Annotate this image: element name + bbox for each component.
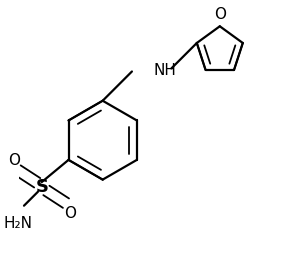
- Text: H₂N: H₂N: [3, 216, 32, 231]
- Text: O: O: [64, 206, 76, 221]
- Text: NH: NH: [154, 63, 177, 79]
- Text: O: O: [214, 8, 226, 22]
- Text: O: O: [8, 153, 20, 167]
- Text: S: S: [35, 178, 48, 196]
